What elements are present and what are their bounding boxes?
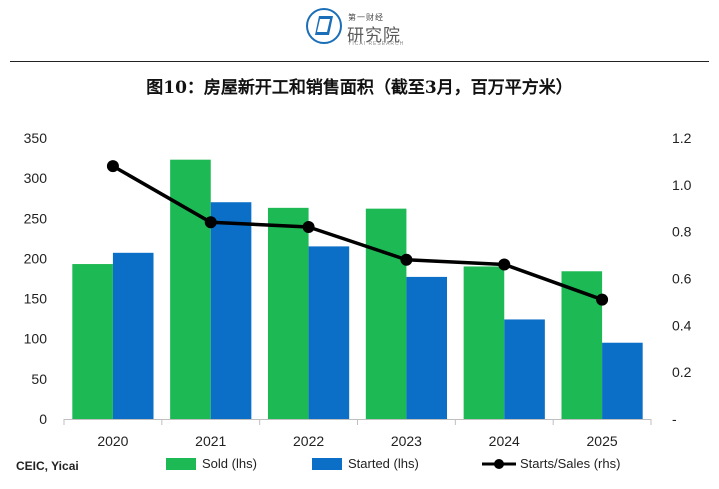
ratio-point (400, 253, 413, 266)
legend-label-ratio: Starts/Sales (rhs) (520, 456, 621, 471)
header-rule (10, 61, 709, 62)
legend-label-started: Started (lhs) (348, 456, 419, 471)
y-right-tick-label: 0.8 (672, 224, 692, 240)
x-tick-label: 2023 (391, 433, 422, 449)
logo-sub-text: YICAI RESEARCH (348, 41, 405, 47)
legend-swatch-sold (166, 457, 196, 470)
y-left-tick-label: 350 (24, 130, 48, 146)
y-left-tick-label: 250 (24, 210, 48, 226)
bar-sold (170, 159, 211, 420)
legend-item-sold: Sold (lhs) (166, 456, 257, 471)
legend-label-sold: Sold (lhs) (202, 456, 257, 471)
legend-item-ratio: Starts/Sales (rhs) (482, 456, 620, 471)
source-note: CEIC, Yicai (16, 459, 79, 473)
logo-main-text: 研究院 (347, 26, 401, 46)
yicai-logo-icon (306, 8, 342, 44)
bar-sold (365, 208, 407, 419)
y-right-tick-label: 0.2 (672, 364, 692, 380)
bar-started (112, 252, 154, 419)
x-tick-label: 2021 (195, 433, 226, 449)
chart-legend: Sold (lhs) Started (lhs) Starts/Sales (r… (0, 456, 719, 476)
bar-sold (72, 264, 113, 419)
ratio-point (106, 160, 119, 173)
x-tick-label: 2024 (489, 433, 520, 449)
y-right-tick-label: 1.2 (672, 130, 692, 146)
ratio-point (596, 293, 609, 306)
bar-started (504, 319, 545, 419)
y-right-tick-label: 1.0 (672, 177, 692, 193)
bar-started (406, 276, 448, 419)
y-right-tick-label: 0.6 (672, 271, 692, 287)
x-tick-label: 2025 (587, 433, 618, 449)
y-left-tick-label: 300 (24, 170, 48, 186)
y-left-tick-label: 0 (39, 411, 47, 427)
y-left-tick-label: 100 (24, 331, 48, 347)
yicai-logo: 第一财经 研究院 YICAI RESEARCH (306, 6, 416, 48)
y-right-tick-label: - (672, 411, 677, 427)
y-left-tick-label: 200 (24, 250, 48, 266)
ratio-point (302, 220, 315, 233)
bar-started (210, 202, 252, 419)
legend-item-started: Started (lhs) (312, 456, 419, 471)
ratio-point (498, 258, 511, 271)
y-left-tick-label: 50 (31, 371, 47, 387)
legend-swatch-ratio (482, 458, 516, 469)
x-tick-label: 2022 (293, 433, 324, 449)
legend-swatch-started (312, 457, 342, 470)
x-tick-label: 2020 (97, 433, 128, 449)
ratio-point (204, 216, 217, 229)
y-right-tick-label: 0.4 (672, 317, 692, 333)
logo-small-text: 第一财经 (348, 13, 384, 22)
chart-title: 图10：房屋新开工和销售面积（截至3月，百万平方米） (146, 78, 573, 98)
bar-started (602, 342, 643, 419)
ratio-line (112, 164, 603, 302)
bar-started (308, 246, 350, 419)
y-left-tick-label: 150 (24, 291, 48, 307)
bar-sold (267, 207, 309, 419)
bar-sold (463, 266, 505, 419)
